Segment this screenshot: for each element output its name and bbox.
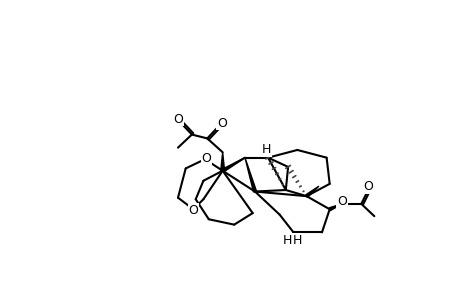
Text: H: H (261, 143, 271, 157)
Polygon shape (221, 158, 245, 172)
Text: O: O (173, 113, 183, 126)
Text: O: O (188, 203, 198, 217)
Text: O: O (336, 195, 346, 208)
Polygon shape (328, 204, 341, 211)
Polygon shape (220, 152, 224, 171)
Text: O: O (363, 180, 372, 194)
Polygon shape (305, 186, 318, 197)
Text: O: O (201, 152, 211, 165)
Text: O: O (217, 116, 226, 130)
Text: H: H (282, 233, 291, 247)
Text: H: H (292, 233, 302, 247)
Polygon shape (245, 158, 256, 192)
